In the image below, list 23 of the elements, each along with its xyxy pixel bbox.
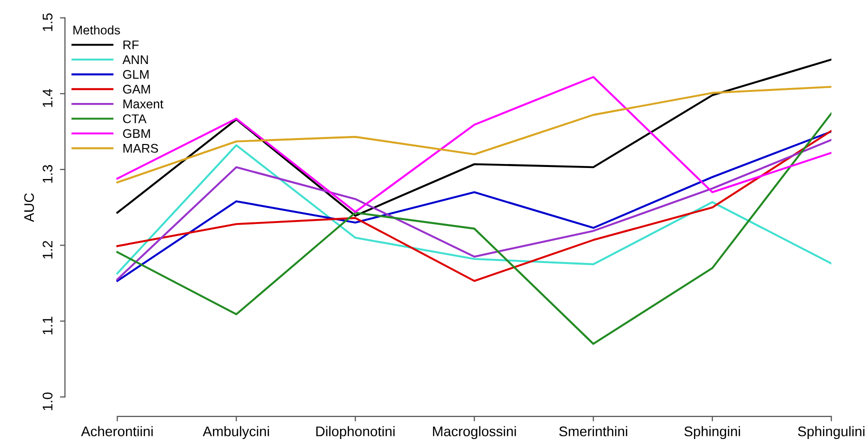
- x-tick-label: Dilophonotini: [316, 426, 395, 440]
- y-tick-label: 1.2: [42, 240, 52, 259]
- y-tick-label: 1.3: [42, 165, 52, 183]
- x-tick-label: Sphingulini: [798, 426, 864, 440]
- legend-label: GBM: [123, 129, 150, 138]
- y-tick-label: 1.4: [42, 89, 52, 107]
- legend-title: Methods: [73, 25, 120, 35]
- legend-label: MARS: [123, 144, 158, 153]
- x-tick-label: Macroglossini: [433, 426, 516, 440]
- legend-label: GAM: [123, 84, 150, 94]
- legend-label: ANN: [122, 55, 148, 64]
- y-axis-title: AUC: [24, 193, 34, 222]
- y-tick-label: 1.1: [42, 316, 52, 334]
- legend-label: GLM: [123, 70, 149, 79]
- y-tick-label: 1.5: [42, 13, 52, 32]
- x-tick-label: Acherontiini: [81, 426, 153, 436]
- x-tick-label: Ambulycini: [202, 426, 269, 440]
- x-tick-label: Smerinthini: [559, 426, 628, 436]
- y-tick-label: 1.0: [42, 392, 52, 410]
- legend-label: CTA: [123, 114, 147, 124]
- legend-label: Maxent: [123, 100, 164, 108]
- legend-label: RF: [123, 40, 139, 50]
- x-tick-label: Sphingini: [684, 426, 740, 440]
